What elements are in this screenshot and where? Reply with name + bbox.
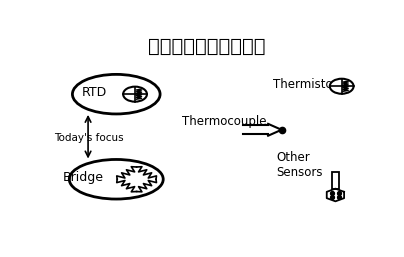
Text: Other
Sensors: Other Sensors <box>276 151 322 179</box>
Text: Today's focus: Today's focus <box>54 133 123 143</box>
Bar <box>332 172 339 189</box>
Text: Thermocouple: Thermocouple <box>182 115 267 128</box>
Text: RTD: RTD <box>82 86 107 99</box>
Circle shape <box>123 87 147 102</box>
Text: Bridge: Bridge <box>63 171 104 184</box>
Text: 典型应用：传感与测量: 典型应用：传感与测量 <box>148 37 266 56</box>
Circle shape <box>330 79 354 94</box>
Text: Thermistor: Thermistor <box>273 78 337 91</box>
